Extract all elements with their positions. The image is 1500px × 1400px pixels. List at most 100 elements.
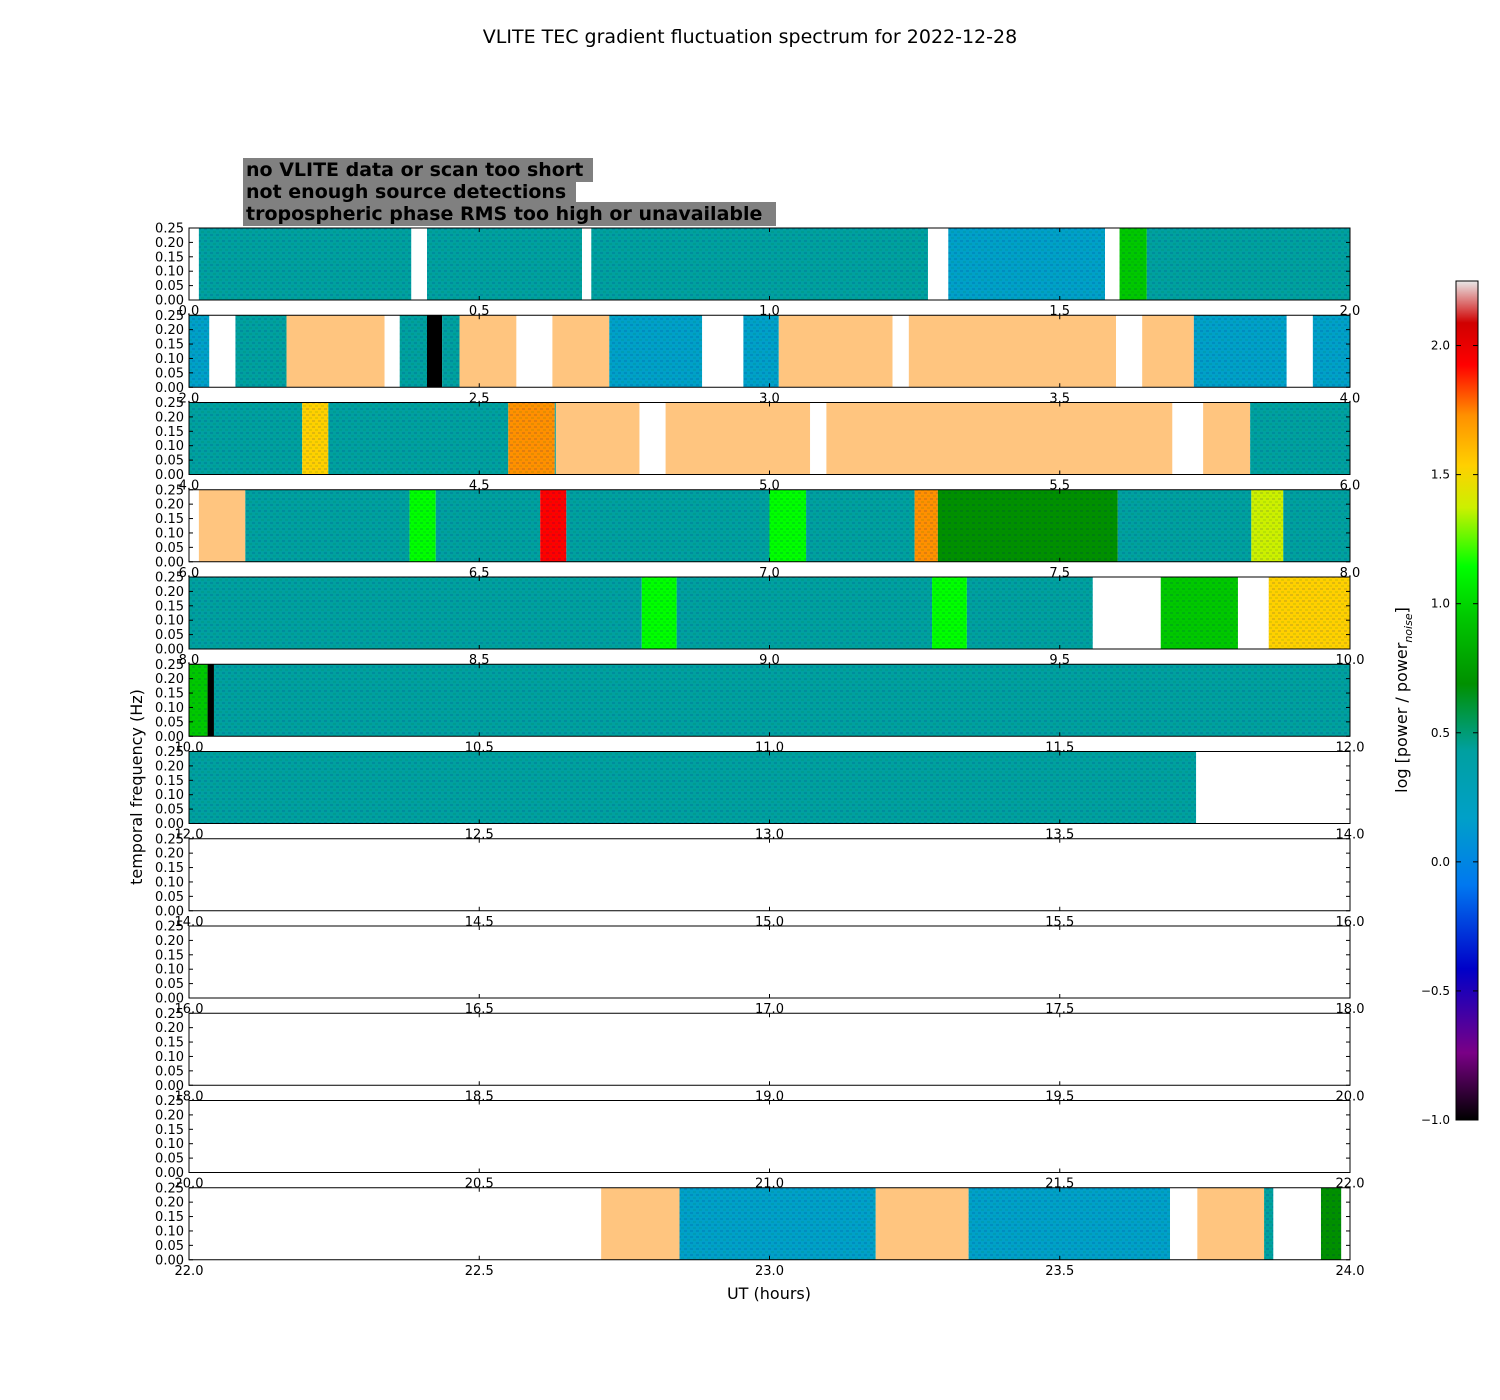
- segment-detect: [207, 664, 214, 737]
- segment-nodata: [1170, 1187, 1198, 1260]
- colorbar-label: log [power / powernoise]: [1392, 607, 1415, 793]
- x-tick-label: 23.5: [1045, 1264, 1074, 1279]
- panel-2: 0.000.050.100.150.200.254.0 4.5 5.0 5.5 6.0: [155, 396, 1360, 494]
- segment-tropo: [908, 315, 1117, 388]
- y-tick-label: 0.25: [155, 571, 184, 586]
- segment-nodata: [189, 489, 199, 562]
- segment-texture: [1268, 577, 1350, 649]
- segment-nodata: [1237, 577, 1269, 649]
- y-tick-label: 0.25: [155, 396, 184, 411]
- segment-nodata: [1172, 402, 1204, 475]
- segment-texture: [932, 577, 967, 649]
- y-tick-label: 0.10: [155, 1050, 184, 1065]
- panel-background: [189, 1013, 1350, 1086]
- y-tick-label: 0.15: [155, 425, 184, 440]
- segment-texture: [769, 489, 807, 562]
- y-tick-label: 0.15: [155, 861, 184, 876]
- legend-row-2-bg: [243, 202, 776, 226]
- y-tick-label: 0.15: [155, 687, 184, 702]
- colorbar-tick-label: 0.0: [1431, 855, 1450, 869]
- y-tick-label: 0.15: [155, 338, 184, 353]
- y-tick-label: 0.05: [155, 890, 184, 905]
- legend-label-tropo: tropospheric phase RMS too high or unava…: [246, 203, 762, 225]
- segment-texture: [1250, 402, 1350, 475]
- segment-texture: [508, 402, 555, 475]
- segment-tropo: [826, 402, 1173, 475]
- segment-texture: [245, 489, 410, 562]
- colorbar-label-subscript: noise: [1402, 613, 1415, 642]
- segment-texture: [442, 315, 460, 388]
- y-tick-label: 0.25: [155, 483, 184, 498]
- colorbar-tick-label: 0.5: [1431, 726, 1450, 740]
- segment-texture: [1320, 1187, 1342, 1260]
- segment-tropo: [286, 315, 385, 388]
- segment-nodata: [1105, 228, 1120, 300]
- segment-texture: [676, 577, 933, 649]
- segment-texture: [302, 402, 329, 475]
- y-tick-label: 0.05: [155, 628, 184, 643]
- y-tick-label: 0.05: [155, 366, 184, 381]
- segment-texture: [427, 228, 582, 300]
- legend-row-0-bg: [243, 158, 593, 182]
- y-tick-label: 0.25: [155, 745, 184, 760]
- colorbar-tick-label: 1.5: [1431, 468, 1450, 482]
- panel-4: 0.000.050.100.150.200.258.0 8.5 9.0 9.5 10.0: [155, 571, 1364, 669]
- segment-nodata: [516, 315, 553, 388]
- panel-0: 0.000.050.100.150.200.250.0 0.5 1.0 1.5 2.0: [155, 222, 1360, 320]
- segment-texture: [1251, 489, 1284, 562]
- segment-texture: [1193, 315, 1287, 388]
- colorbar-tick-label: 2.0: [1431, 339, 1450, 353]
- y-tick-label: 0.00: [155, 1253, 184, 1268]
- segment-nodata: [927, 228, 949, 300]
- legend: no VLITE data or scan too short not enou…: [243, 158, 776, 226]
- segment-tropo: [1203, 402, 1251, 475]
- y-tick-label: 0.15: [155, 1036, 184, 1051]
- segment-nodata: [411, 228, 428, 300]
- y-tick-label: 0.20: [155, 498, 184, 513]
- segment-texture: [189, 402, 303, 475]
- y-tick-label: 0.25: [155, 658, 184, 673]
- y-tick-label: 0.05: [155, 715, 184, 730]
- segment-tropo: [1197, 1187, 1265, 1260]
- y-tick-label: 0.10: [155, 265, 184, 280]
- y-tick-label: 0.10: [155, 701, 184, 716]
- segment-texture: [1264, 1187, 1274, 1260]
- segment-texture: [328, 402, 509, 475]
- panel-11: 0.000.050.100.150.200.25 22.0 22.5 23.0 23.5…: [155, 1181, 1364, 1279]
- legend-label-detect: not enough source detections: [246, 181, 566, 203]
- y-tick-label: 0.10: [155, 1137, 184, 1152]
- segment-nodata: [892, 315, 909, 388]
- y-tick-label: 0.15: [155, 1210, 184, 1225]
- panel-background: [189, 1100, 1350, 1173]
- segment-texture: [399, 315, 428, 388]
- segment-nodata: [1273, 1187, 1321, 1260]
- segment-texture: [1119, 228, 1147, 300]
- y-tick-label: 0.05: [155, 977, 184, 992]
- colorbar-label-suffix: ]: [1392, 607, 1411, 613]
- segment-texture: [554, 402, 556, 475]
- y-tick-label: 0.10: [155, 439, 184, 454]
- segment-tropo: [552, 315, 610, 388]
- segment-nodata: [209, 315, 236, 388]
- colorbar-bar: [1455, 280, 1479, 1121]
- y-tick-label: 0.25: [155, 222, 184, 237]
- y-tick-label: 0.00: [155, 381, 184, 396]
- x-tick-label: 22.0: [175, 1264, 204, 1279]
- y-tick-label: 0.20: [155, 1021, 184, 1036]
- y-tick-label: 0.00: [155, 555, 184, 570]
- y-tick-label: 0.25: [155, 1094, 184, 1109]
- y-tick-label: 0.20: [155, 847, 184, 862]
- panel-background: [189, 838, 1350, 911]
- segment-texture: [189, 664, 208, 737]
- segment-tropo: [198, 489, 246, 562]
- segment-texture: [679, 1187, 876, 1260]
- x-tick-label: 22.5: [465, 1264, 494, 1279]
- segment-texture: [189, 577, 642, 649]
- y-tick-label: 0.20: [155, 410, 184, 425]
- y-tick-label: 0.05: [155, 803, 184, 818]
- y-tick-label: 0.15: [155, 512, 184, 527]
